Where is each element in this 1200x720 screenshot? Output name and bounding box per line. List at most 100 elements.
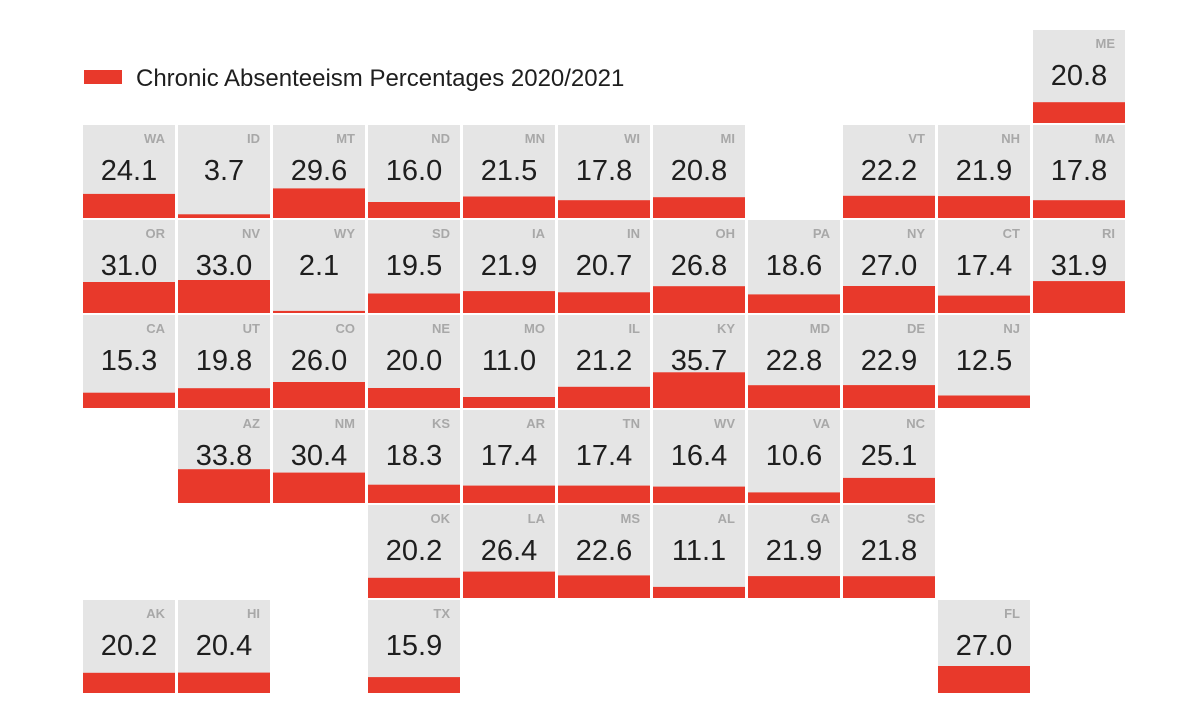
state-label-sd: SD	[432, 226, 450, 241]
bar-al	[653, 586, 745, 598]
tile-tx: TX 15.9	[368, 600, 460, 693]
value-label-wv: 16.4	[671, 440, 727, 472]
tile-mi: MI 20.8	[653, 125, 745, 218]
tile-nh: NH 21.9	[938, 125, 1030, 218]
bar-ri	[1033, 281, 1125, 313]
tile-background	[178, 125, 270, 218]
value-label-va: 10.6	[766, 440, 822, 472]
bar-il	[558, 386, 650, 408]
bar-wy	[273, 310, 365, 313]
tile-wy: WY 2.1	[273, 220, 365, 313]
value-label-id: 3.7	[204, 155, 244, 187]
state-label-az: AZ	[243, 416, 260, 431]
tile-il: IL 21.2	[558, 315, 650, 408]
value-label-ne: 20.0	[386, 345, 442, 377]
tile-nj: NJ 12.5	[938, 315, 1030, 408]
bar-ms	[558, 575, 650, 598]
state-label-ms: MS	[621, 511, 641, 526]
value-label-nv: 33.0	[196, 250, 252, 282]
tile-ky: KY 35.7	[653, 315, 745, 408]
bar-ar	[463, 485, 555, 503]
tile-pa: PA 18.6	[748, 220, 840, 313]
value-label-vt: 22.2	[861, 155, 917, 187]
tile-ca: CA 15.3	[83, 315, 175, 408]
value-label-la: 26.4	[481, 535, 537, 567]
state-label-ok: OK	[431, 511, 451, 526]
tile-tn: TN 17.4	[558, 410, 650, 503]
state-label-nj: NJ	[1003, 321, 1020, 336]
value-label-wy: 2.1	[299, 250, 339, 282]
tile-ri: RI 31.9	[1033, 220, 1125, 313]
value-label-ak: 20.2	[101, 630, 157, 662]
state-label-nm: NM	[335, 416, 355, 431]
value-label-tn: 17.4	[576, 440, 632, 472]
bar-mo	[463, 397, 555, 408]
bar-la	[463, 571, 555, 598]
bar-id	[178, 214, 270, 218]
tile-wi: WI 17.8	[558, 125, 650, 218]
value-label-me: 20.8	[1051, 60, 1107, 92]
value-label-tx: 15.9	[386, 630, 442, 662]
tile-ny: NY 27.0	[843, 220, 935, 313]
value-label-nd: 16.0	[386, 155, 442, 187]
bar-nv	[178, 280, 270, 313]
state-label-hi: HI	[247, 606, 260, 621]
state-label-de: DE	[907, 321, 925, 336]
tile-ga: GA 21.9	[748, 505, 840, 598]
state-label-ga: GA	[811, 511, 831, 526]
legend-swatch	[84, 70, 122, 84]
state-label-vt: VT	[908, 131, 925, 146]
state-label-tx: TX	[433, 606, 450, 621]
bar-pa	[748, 294, 840, 313]
state-label-mn: MN	[525, 131, 545, 146]
value-label-in: 20.7	[576, 250, 632, 282]
bar-or	[83, 282, 175, 313]
bar-oh	[653, 286, 745, 313]
tile-hi: HI 20.4	[178, 600, 270, 693]
value-label-sd: 19.5	[386, 250, 442, 282]
tile-background	[653, 505, 745, 598]
tile-ak: AK 20.2	[83, 600, 175, 693]
state-label-ca: CA	[146, 321, 165, 336]
state-label-me: ME	[1096, 36, 1116, 51]
value-label-pa: 18.6	[766, 250, 822, 282]
value-label-ms: 22.6	[576, 535, 632, 567]
bar-fl	[938, 666, 1030, 693]
tile-in: IN 20.7	[558, 220, 650, 313]
value-label-az: 33.8	[196, 440, 252, 472]
state-label-nv: NV	[242, 226, 260, 241]
bar-mt	[273, 188, 365, 218]
tile-ia: IA 21.9	[463, 220, 555, 313]
bar-ny	[843, 286, 935, 313]
bar-ok	[368, 577, 460, 598]
tile-sc: SC 21.8	[843, 505, 935, 598]
state-label-ia: IA	[532, 226, 546, 241]
state-label-nd: ND	[431, 131, 450, 146]
bar-wa	[83, 193, 175, 218]
bar-hi	[178, 672, 270, 693]
tile-ar: AR 17.4	[463, 410, 555, 503]
value-label-ma: 17.8	[1051, 155, 1107, 187]
bar-de	[843, 385, 935, 408]
bar-ky	[653, 372, 745, 408]
tile-va: VA 10.6	[748, 410, 840, 503]
bar-nh	[938, 196, 1030, 218]
state-label-mi: MI	[721, 131, 735, 146]
tile-background	[83, 315, 175, 408]
value-label-mi: 20.8	[671, 155, 727, 187]
bar-ct	[938, 295, 1030, 313]
state-label-ri: RI	[1102, 226, 1115, 241]
state-label-wi: WI	[624, 131, 640, 146]
state-label-oh: OH	[716, 226, 736, 241]
bar-mn	[463, 196, 555, 218]
value-label-de: 22.9	[861, 345, 917, 377]
bar-ut	[178, 388, 270, 408]
state-label-id: ID	[247, 131, 260, 146]
tile-or: OR 31.0	[83, 220, 175, 313]
tile-de: DE 22.9	[843, 315, 935, 408]
value-label-mn: 21.5	[481, 155, 537, 187]
state-label-wv: WV	[714, 416, 735, 431]
value-label-oh: 26.8	[671, 250, 727, 282]
tile-mt: MT 29.6	[273, 125, 365, 218]
